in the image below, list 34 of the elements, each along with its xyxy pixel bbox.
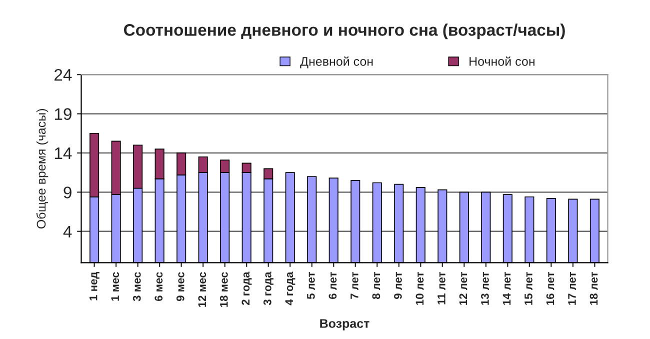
y-tick-label: 14 bbox=[54, 148, 72, 160]
x-tick-label: 10 лет bbox=[416, 272, 424, 305]
y-axis-title: Общее время (часы) bbox=[36, 109, 48, 228]
x-tick-label: 12 мес bbox=[198, 272, 206, 307]
x-axis-title: Возраст bbox=[320, 319, 370, 330]
x-tick-label: 6 лет bbox=[328, 272, 337, 299]
x-tick-label: 4 года bbox=[285, 272, 296, 306]
x-tick-label: 5 лет bbox=[307, 272, 315, 300]
x-tick-label: 7 лет bbox=[350, 272, 358, 299]
y-tick-label: 9 bbox=[64, 186, 72, 198]
x-tick-label: 9 мес bbox=[176, 272, 184, 302]
legend-label: Дневной сон bbox=[300, 56, 373, 68]
x-tick-label: 17 лет bbox=[568, 272, 576, 305]
x-tick-label: 14 лет bbox=[502, 272, 511, 305]
x-tick-label: 9 лет bbox=[394, 272, 402, 300]
x-tick-label: 8 лет bbox=[372, 272, 380, 300]
x-tick-label: 1 нед bbox=[90, 272, 100, 300]
y-tick-label: 24 bbox=[54, 68, 72, 81]
x-tick-label: 11 лет bbox=[438, 272, 446, 304]
legend-label: Ночной сон bbox=[470, 56, 534, 66]
x-tick-label: 6 мес bbox=[154, 272, 163, 302]
x-tick-label: 13 лет bbox=[481, 272, 489, 305]
x-tick-label: 12 лет bbox=[459, 272, 468, 305]
x-tick-label: 18 мес bbox=[220, 272, 228, 307]
x-tick-label: 3 года bbox=[263, 272, 274, 306]
x-tick-label: 3 мес bbox=[132, 272, 141, 302]
x-tick-label: 15 лет bbox=[524, 272, 532, 305]
x-tick-label: 16 лет bbox=[546, 272, 554, 305]
x-tick-label: 2 года bbox=[242, 272, 252, 305]
x-tick-label: 18 лет bbox=[590, 272, 598, 305]
y-tick-label: 19 bbox=[54, 108, 72, 120]
x-tick-label: 1 мес bbox=[111, 272, 120, 301]
chart-title: Соотношение дневного и ночного сна (возраст/часы) bbox=[124, 24, 565, 40]
y-tick-label: 4 bbox=[63, 226, 72, 238]
